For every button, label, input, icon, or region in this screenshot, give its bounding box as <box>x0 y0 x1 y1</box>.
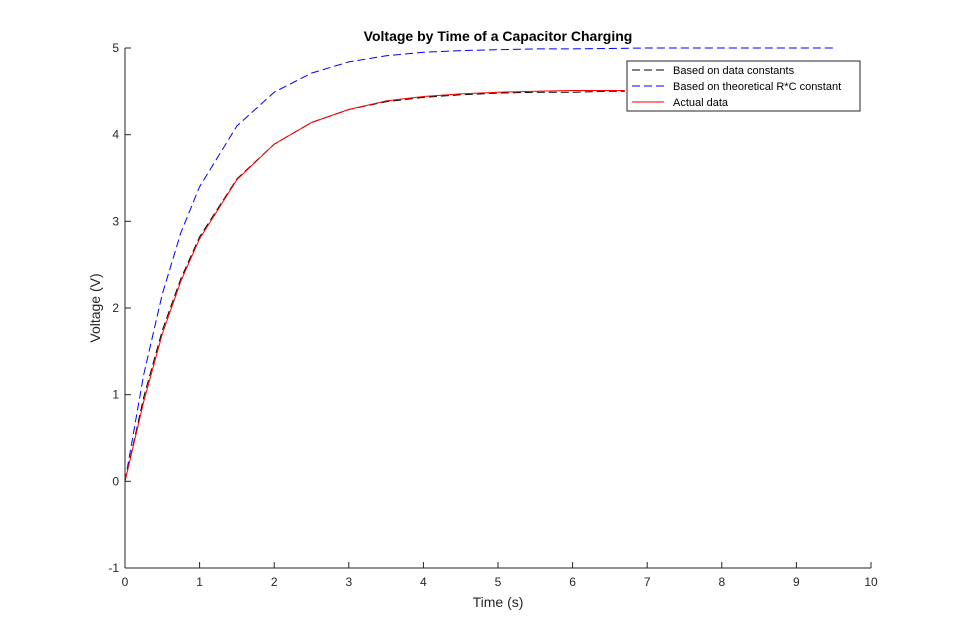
chart-title: Voltage by Time of a Capacitor Charging <box>364 28 633 44</box>
x-tick-label-6: 6 <box>569 575 576 589</box>
y-axis-label: Voltage (V) <box>87 273 103 342</box>
x-tick-label-8: 8 <box>718 575 725 589</box>
y-tick-label-4: 3 <box>112 214 119 228</box>
legend-box <box>626 60 861 112</box>
y-tick-label-5: 4 <box>112 128 119 142</box>
x-tick-label-3: 3 <box>345 575 352 589</box>
legend: Based on data constants Based on theoreti… <box>626 60 861 112</box>
y-tick-label-0: -1 <box>108 561 119 575</box>
x-tick-label-0: 0 <box>122 575 129 589</box>
y-tick-label-3: 2 <box>112 301 119 315</box>
x-tick-label-5: 5 <box>495 575 502 589</box>
x-tick-label-10: 10 <box>864 575 878 589</box>
plot-lines <box>124 47 834 482</box>
x-tick-label-2: 2 <box>271 575 278 589</box>
x-axis-label: Time (s) <box>473 594 524 610</box>
x-tick-label-7: 7 <box>644 575 651 589</box>
y-tick-label-2: 1 <box>112 388 119 402</box>
legend-label-0: Based on data constants <box>673 65 795 77</box>
legend-label-1: Based on theoretical R*C constant <box>673 81 841 93</box>
x-tick-label-9: 9 <box>793 575 800 589</box>
series-line-1 <box>124 47 834 482</box>
x-tick-label-1: 1 <box>196 575 203 589</box>
y-tick-label-6: 5 <box>112 41 119 55</box>
series-line-2 <box>124 90 625 482</box>
y-tick-label-1: 0 <box>112 474 119 488</box>
x-tick-label-4: 4 <box>420 575 427 589</box>
legend-label-2: Actual data <box>673 97 729 109</box>
series-line-0 <box>124 90 625 482</box>
